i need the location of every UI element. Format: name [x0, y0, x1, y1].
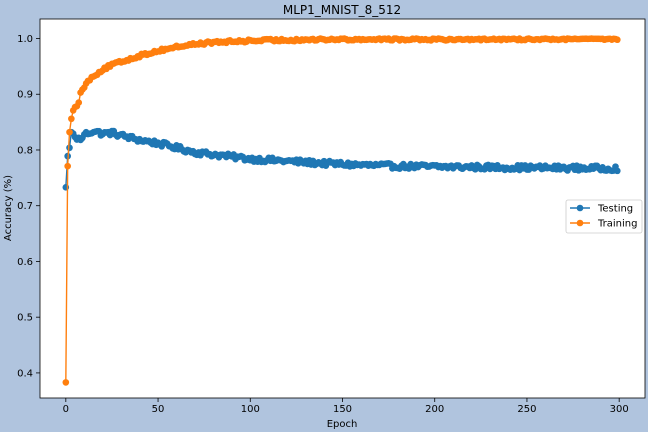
data-point-testing — [66, 144, 73, 152]
data-point-training — [62, 379, 70, 386]
y-tick-label: 0.8 — [17, 145, 33, 156]
chart-title: MLP1_MNIST_8_512 — [283, 3, 401, 17]
legend-training-label: Training — [597, 219, 637, 230]
y-tick-label: 1.0 — [17, 34, 33, 45]
y-tick-label: 0.5 — [17, 313, 33, 324]
x-axis-label: Epoch — [327, 419, 358, 430]
data-point-training — [64, 162, 71, 170]
x-tick-label: 50 — [152, 404, 165, 415]
x-axis-ticks: 0 50 100 150 200 250 300 — [63, 398, 629, 415]
x-tick-label: 100 — [241, 404, 260, 415]
x-tick-label: 150 — [333, 404, 352, 415]
legend-testing-marker — [576, 204, 584, 212]
y-tick-label: 0.7 — [17, 201, 33, 212]
legend-training-marker — [576, 219, 584, 227]
legend: Testing Training — [565, 199, 643, 234]
data-point-training — [75, 99, 83, 106]
series-training — [62, 35, 621, 386]
data-point-training — [66, 128, 73, 136]
y-tick-label: 0.6 — [17, 257, 33, 268]
data-point-training — [614, 36, 621, 44]
y-tick-label: 0.4 — [17, 368, 33, 379]
x-tick-label: 250 — [517, 404, 536, 415]
legend-testing-label: Testing — [597, 204, 633, 215]
series-layer — [62, 35, 621, 386]
x-tick-label: 0 — [63, 404, 69, 415]
y-axis-ticks: 0.4 0.5 0.6 0.7 0.8 0.9 1.0 — [17, 34, 40, 379]
plot-area — [39, 18, 646, 399]
data-point-training — [68, 115, 75, 123]
x-tick-label: 200 — [425, 404, 444, 415]
series-testing — [62, 127, 621, 191]
x-tick-label: 300 — [610, 404, 629, 415]
y-tick-label: 0.9 — [17, 90, 33, 101]
y-axis-label: Accuracy (%) — [3, 175, 14, 241]
data-point-testing — [614, 167, 621, 175]
